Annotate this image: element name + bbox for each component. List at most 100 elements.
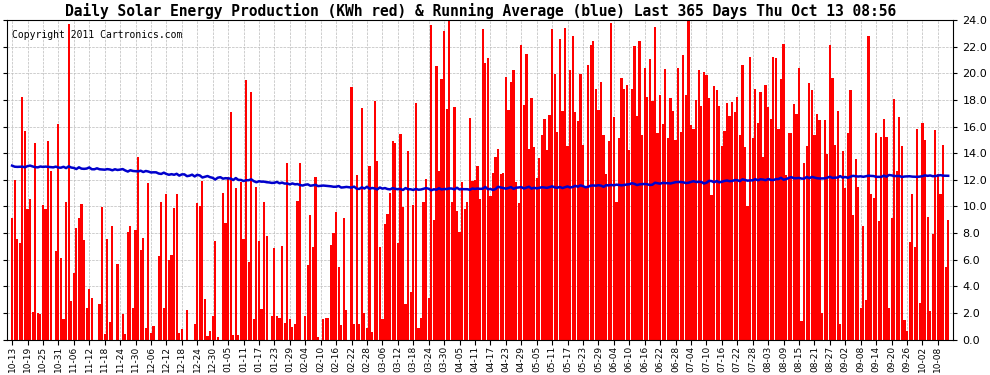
Bar (929, 310, 932, 340)
Bar (626, 86, 628, 340)
Bar (932, 234, 934, 340)
Bar (777, 129, 779, 340)
Bar (507, 110, 510, 340)
Bar (883, 118, 885, 340)
Bar (27, 209, 29, 340)
Bar (165, 194, 167, 340)
Bar (143, 238, 145, 340)
Bar (350, 87, 352, 340)
Bar (479, 199, 481, 340)
Bar (16, 239, 19, 340)
Bar (148, 183, 149, 340)
Bar (788, 134, 790, 340)
Bar (911, 194, 913, 340)
Bar (152, 326, 154, 340)
Bar (510, 82, 512, 340)
Bar (849, 90, 851, 340)
Bar (294, 324, 296, 340)
Bar (276, 316, 278, 340)
Bar (106, 239, 108, 340)
Bar (798, 68, 800, 340)
Bar (631, 89, 633, 340)
Bar (703, 72, 705, 340)
Bar (780, 79, 782, 340)
Bar (170, 255, 172, 340)
Bar (639, 41, 641, 340)
Bar (816, 114, 818, 340)
Bar (11, 218, 13, 340)
Bar (194, 324, 196, 340)
Bar (724, 130, 726, 340)
Bar (558, 39, 561, 340)
Bar (209, 331, 211, 340)
Bar (201, 181, 204, 340)
Bar (371, 332, 373, 340)
Bar (769, 119, 772, 340)
Bar (34, 143, 37, 340)
Bar (582, 145, 584, 340)
Bar (940, 194, 941, 340)
Bar (613, 117, 615, 340)
Bar (935, 130, 937, 340)
Bar (528, 149, 530, 340)
Bar (466, 202, 468, 340)
Bar (47, 141, 50, 340)
Bar (207, 336, 209, 340)
Bar (775, 57, 777, 340)
Bar (927, 217, 929, 340)
Bar (444, 31, 446, 340)
Bar (692, 129, 695, 340)
Bar (878, 221, 880, 340)
Bar (62, 319, 64, 340)
Bar (450, 202, 453, 340)
Bar (88, 290, 90, 340)
Bar (756, 123, 759, 340)
Bar (212, 316, 214, 340)
Bar (695, 100, 697, 340)
Bar (461, 182, 463, 340)
Bar (296, 201, 299, 340)
Bar (149, 333, 152, 340)
Bar (373, 101, 376, 340)
Bar (819, 120, 821, 340)
Bar (700, 106, 702, 340)
Bar (446, 109, 447, 340)
Bar (72, 273, 75, 340)
Bar (394, 142, 396, 340)
Bar (250, 92, 252, 340)
Bar (455, 211, 458, 340)
Bar (654, 27, 656, 340)
Bar (270, 316, 273, 340)
Bar (243, 239, 245, 340)
Bar (592, 40, 594, 340)
Bar (178, 333, 180, 340)
Bar (515, 182, 517, 340)
Bar (772, 57, 774, 340)
Bar (708, 98, 710, 340)
Bar (721, 146, 723, 340)
Bar (50, 171, 51, 340)
Bar (667, 138, 669, 340)
Bar (265, 236, 267, 340)
Bar (618, 138, 620, 340)
Bar (286, 163, 288, 340)
Bar (536, 178, 538, 340)
Bar (204, 298, 206, 340)
Bar (919, 303, 921, 340)
Bar (840, 324, 842, 340)
Bar (338, 267, 340, 340)
Bar (564, 28, 566, 340)
Bar (83, 240, 85, 340)
Bar (304, 316, 306, 340)
Bar (909, 242, 911, 340)
Bar (248, 262, 249, 340)
Bar (644, 68, 645, 340)
Bar (135, 230, 137, 340)
Bar (590, 45, 592, 340)
Bar (716, 90, 718, 340)
Bar (888, 308, 890, 340)
Bar (322, 318, 325, 340)
Bar (734, 112, 736, 340)
Bar (309, 215, 312, 340)
Bar (548, 116, 550, 340)
